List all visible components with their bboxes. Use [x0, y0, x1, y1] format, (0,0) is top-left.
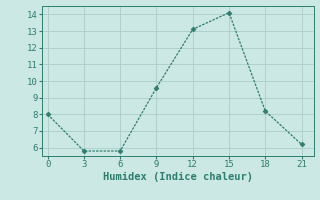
- X-axis label: Humidex (Indice chaleur): Humidex (Indice chaleur): [103, 172, 252, 182]
